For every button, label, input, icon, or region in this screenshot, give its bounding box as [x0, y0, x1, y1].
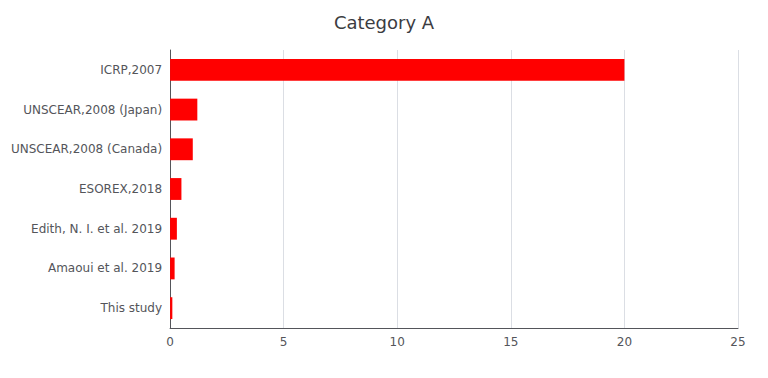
svg-text:10: 10	[390, 335, 405, 349]
svg-text:UNSCEAR,2008 (Japan): UNSCEAR,2008 (Japan)	[23, 103, 162, 117]
svg-text:20: 20	[617, 335, 632, 349]
svg-text:Edith, N. I. et al. 2019: Edith, N. I. et al. 2019	[31, 222, 162, 236]
svg-text:This study: This study	[99, 301, 162, 315]
svg-text:Category A: Category A	[334, 12, 435, 33]
svg-text:5: 5	[280, 335, 288, 349]
svg-text:Amaoui et al. 2019: Amaoui et al. 2019	[48, 261, 162, 275]
svg-text:ESOREX,2018: ESOREX,2018	[79, 182, 162, 196]
svg-text:ICRP,2007: ICRP,2007	[100, 63, 162, 77]
svg-text:25: 25	[730, 335, 745, 349]
svg-text:UNSCEAR,2008 (Canada): UNSCEAR,2008 (Canada)	[11, 142, 162, 156]
svg-text:0: 0	[166, 335, 174, 349]
svg-text:15: 15	[503, 335, 518, 349]
